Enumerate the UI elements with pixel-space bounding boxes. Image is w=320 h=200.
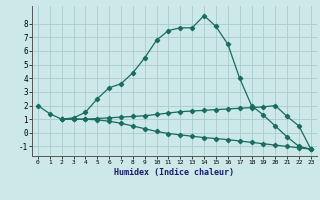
X-axis label: Humidex (Indice chaleur): Humidex (Indice chaleur) [115, 168, 234, 177]
